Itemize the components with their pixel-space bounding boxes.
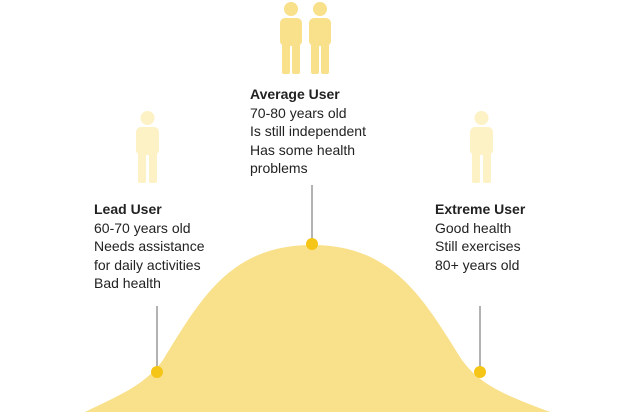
extreme-user-line: Good health [435, 219, 512, 236]
average-user-title: Average User [250, 86, 340, 102]
marker-dot-average [306, 238, 318, 250]
average-user-line: Is still independent [250, 123, 366, 139]
bell-curve-area [85, 245, 550, 412]
lead-user-title: Lead User [94, 201, 162, 217]
average-user-line: 70-80 years old [250, 104, 347, 121]
lead-user-label: Lead User 60-70 years old Needs assistan… [94, 200, 205, 293]
lead-user-line: 60-70 years old [94, 219, 191, 236]
marker-dot-extreme [474, 366, 486, 378]
extreme-person-icon [470, 111, 493, 183]
lead-user-line: Bad health [94, 275, 161, 291]
average-user-line: Has some health [250, 141, 356, 158]
lead-user-line: for daily activities [94, 256, 201, 273]
extreme-user-label: Extreme User Good health Still exercises… [435, 200, 525, 274]
extreme-user-line: Still exercises [435, 238, 521, 254]
average-user-label: Average User 70-80 years old Is still in… [250, 85, 366, 178]
extreme-user-title: Extreme User [435, 201, 526, 217]
marker-dot-lead [151, 366, 163, 378]
extreme-user-line: 80+ years old [435, 256, 520, 273]
average-user-line: problems [250, 160, 308, 176]
lead-person-icon [136, 111, 159, 183]
person-pair-icon [280, 2, 331, 74]
lead-user-line: Needs assistance [94, 238, 205, 254]
